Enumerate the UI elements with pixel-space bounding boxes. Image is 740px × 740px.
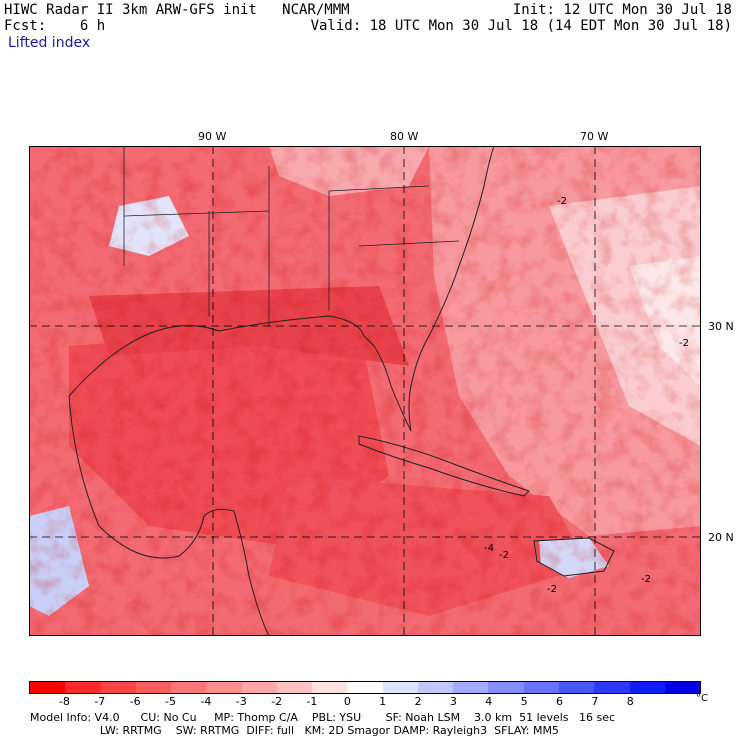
colorbar-unit: °C bbox=[696, 693, 708, 704]
colorbar-tick-label: -4 bbox=[200, 695, 212, 708]
lon-label-90w: 90 W bbox=[198, 130, 227, 143]
colorbar-swatch bbox=[65, 682, 101, 693]
colorbar-swatch bbox=[629, 682, 665, 693]
contour-label: -2 bbox=[641, 574, 651, 585]
colorbar-tick-label: -6 bbox=[129, 695, 141, 708]
colorbar-swatch bbox=[558, 682, 595, 693]
footer-line-2: LW: RRTMG SW: RRTMG DIFF: full KM: 2D Sm… bbox=[30, 724, 559, 737]
colorbar-swatch bbox=[594, 682, 630, 693]
colorbar-tick-label: -3 bbox=[235, 695, 247, 708]
colorbar-swatch bbox=[382, 682, 418, 693]
colorbar-tick-label: 3 bbox=[449, 695, 457, 708]
footer-line-1: Model Info: V4.0 CU: No Cu MP: Thomp C/A… bbox=[30, 711, 616, 724]
lifted-index-map: -2 -2 -2 -2 -2 -4 bbox=[29, 146, 701, 636]
colorbar-swatch bbox=[241, 682, 277, 693]
colorbar bbox=[29, 681, 701, 694]
map-border bbox=[29, 146, 701, 636]
colorbar-swatch bbox=[347, 682, 383, 693]
contour-label: -2 bbox=[499, 550, 509, 561]
colorbar-tick-label: -8 bbox=[58, 695, 70, 708]
header-left: HIWC Radar II 3km ARW-GFS init NCAR/MMM … bbox=[4, 2, 350, 34]
model-info-footer: Model Info: V4.0 CU: No Cu MP: Thomp C/A… bbox=[30, 711, 615, 737]
coastline-gulf bbox=[68, 146, 495, 432]
lat-label-20n: 20 N bbox=[708, 531, 734, 544]
colorbar-tick-label: 8 bbox=[626, 695, 634, 708]
valid-time: Valid: 18 UTC Mon 30 Jul 18 (14 EDT Mon … bbox=[310, 18, 732, 34]
colorbar-swatch bbox=[206, 682, 242, 693]
colorbar-tick-label: 2 bbox=[414, 695, 422, 708]
colorbar-swatch bbox=[664, 682, 701, 693]
colorbar-labels: -8 -7 -6 -5 -4 -3 -2 -1 0 1 2 3 4 5 6 7 8 bbox=[29, 695, 701, 709]
lon-label-80w: 80 W bbox=[390, 130, 419, 143]
colorbar-tick-label: -1 bbox=[306, 695, 318, 708]
colorbar-tick-label: 5 bbox=[520, 695, 528, 708]
colorbar-swatch bbox=[171, 682, 207, 693]
contour-label: -2 bbox=[679, 338, 689, 349]
coastline-mexico bbox=[68, 395, 270, 636]
colorbar-swatch bbox=[453, 682, 489, 693]
colorbar-swatch bbox=[30, 682, 66, 693]
colorbar-swatch bbox=[312, 682, 348, 693]
field-texture bbox=[29, 146, 701, 636]
coastline-cuba bbox=[358, 435, 530, 497]
colorbar-tick-label: -7 bbox=[94, 695, 106, 708]
colorbar-tick-label: 7 bbox=[591, 695, 599, 708]
colorbar-tick-label: 1 bbox=[379, 695, 387, 708]
forecast-hour: Fcst: 6 h bbox=[4, 18, 106, 34]
colorbar-swatch bbox=[488, 682, 524, 693]
colorbar-swatch bbox=[100, 682, 136, 693]
colorbar-swatch bbox=[135, 682, 172, 693]
lon-label-70w: 70 W bbox=[580, 130, 609, 143]
colorbar-swatch bbox=[523, 682, 559, 693]
contour-label: -2 bbox=[547, 584, 557, 595]
header-right: Init: 12 UTC Mon 30 Jul 18 Valid: 18 UTC… bbox=[311, 2, 732, 34]
colorbar-tick-label: 0 bbox=[343, 695, 351, 708]
colorbar-tick-label: 4 bbox=[485, 695, 493, 708]
field-name: Lifted index bbox=[8, 35, 91, 51]
init-time: Init: 12 UTC Mon 30 Jul 18 bbox=[512, 2, 732, 18]
model-title: HIWC Radar II 3km ARW-GFS init NCAR/MMM bbox=[4, 2, 350, 18]
colorbar-swatch bbox=[417, 682, 454, 693]
colorbar-tick-label: -5 bbox=[164, 695, 176, 708]
coastline-hispaniola bbox=[533, 537, 615, 577]
colorbar-swatch bbox=[276, 682, 313, 693]
lat-label-30n: 30 N bbox=[708, 320, 734, 333]
grid-lines bbox=[29, 146, 701, 636]
colorbar-tick-label: -2 bbox=[271, 695, 283, 708]
contour-label: -4 bbox=[484, 543, 494, 554]
contour-label: -2 bbox=[557, 196, 567, 207]
state-borders bbox=[123, 146, 460, 326]
colorbar-tick-label: 6 bbox=[556, 695, 564, 708]
